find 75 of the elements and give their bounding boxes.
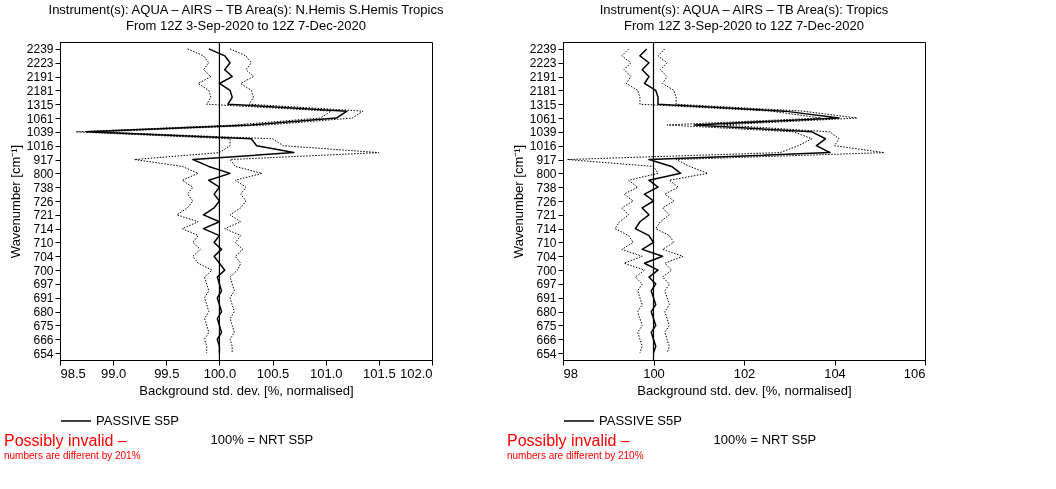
y-tick-label: 697 [536,277,557,292]
text: Possibly invalid – [507,432,631,450]
y-tick-label: 654 [33,346,54,361]
y-tick-label: 2223 [26,56,54,71]
y-tick-label: 714 [33,222,54,237]
y-tick-label: 2191 [529,70,557,85]
y-tick-label: 666 [33,332,54,347]
x-tick-label: 101.0 [309,365,343,381]
y-tick-label: 2239 [26,42,54,57]
x-tick-label: 100.5 [256,365,290,381]
x-tick-label: 104 [824,365,846,381]
x-tick-label: 98 [563,365,578,381]
text: numbers are different by 210% [507,450,644,461]
y-tick-label: 2191 [26,70,54,85]
x-tick-label: 100.0 [203,365,237,381]
y-tick-label: 2181 [26,83,54,98]
x-tick-label: 101.5 [363,365,396,381]
y-tick-label: 2239 [529,42,557,57]
y-tick-label: 704 [33,249,54,264]
y-tick-label: 1039 [529,125,557,140]
y-tick-label: 721 [33,208,54,223]
y-tick-label: 675 [536,318,557,333]
y-tick-label: 738 [33,180,54,195]
y-tick-label: 710 [536,235,557,250]
text: numbers are different by 201% [4,450,141,461]
x-tick-label: 100 [643,365,665,381]
y-tick-label: 1315 [26,97,54,112]
y-tick-label: 721 [536,208,557,223]
y-tick-label: 1061 [529,111,557,126]
x-axis-title: Background std. dev. [%, normalised] [637,382,852,398]
y-tick-label: 700 [33,263,54,278]
y-tick-label: 800 [536,166,557,181]
chart-title: Instrument(s): AQUA – AIRS – TB Area(s): N.Hemis S.Hemis Tropics [48,2,444,18]
y-tick-label: 680 [33,305,54,320]
y-tick-label: 666 [536,332,557,347]
y-tick-label: 700 [536,263,557,278]
chart-subtitle: From 12Z 3-Sep-2020 to 12Z 7-Dec-2020 [624,18,864,34]
y-tick-label: 654 [536,346,557,361]
legend-label: PASSIVE S5P [599,413,682,428]
y-tick-label: 691 [33,291,54,306]
x-tick-label: 98.5 [60,365,86,381]
y-tick-label: 726 [33,194,54,209]
y-tick-label: 675 [33,318,54,333]
y-tick-label: 738 [536,180,557,195]
y-tick-label: 917 [33,153,54,168]
y-tick-label: 2223 [529,56,557,71]
chart-title: Instrument(s): AQUA – AIRS – TB Area(s): Tropics [599,2,889,18]
text: Possibly invalid – [4,432,128,450]
x-tick-label: 106 [903,365,926,381]
chart-subtitle: From 12Z 3-Sep-2020 to 12Z 7-Dec-2020 [126,18,366,34]
y-axis-title: Wavenumber [cm⁻¹] [7,144,23,259]
y-tick-label: 1016 [26,139,54,154]
text: 100% = NRT S5P [210,432,314,447]
y-tick-label: 2181 [529,83,557,98]
y-tick-label: 697 [33,277,54,292]
y-tick-label: 710 [33,235,54,250]
y-tick-label: 1016 [529,139,557,154]
x-tick-label: 102 [733,365,756,381]
y-tick-label: 691 [536,291,557,306]
y-tick-label: 1061 [26,111,54,126]
x-tick-label: 99.5 [154,365,180,381]
y-tick-label: 726 [536,194,557,209]
y-tick-label: 800 [33,166,54,181]
y-tick-label: 680 [536,305,557,320]
y-tick-label: 1039 [26,125,54,140]
y-tick-label: 917 [536,153,557,168]
x-axis-title: Background std. dev. [%, normalised] [139,382,354,398]
y-tick-label: 1315 [529,97,557,112]
y-tick-label: 714 [536,222,557,237]
y-tick-label: 704 [536,249,557,264]
legend-label: PASSIVE S5P [96,413,179,428]
x-tick-label: 102.0 [399,365,433,381]
y-axis-title: Wavenumber [cm⁻¹] [510,144,526,259]
x-tick-label: 99.0 [100,365,127,381]
text: 100% = NRT S5P [713,432,817,447]
